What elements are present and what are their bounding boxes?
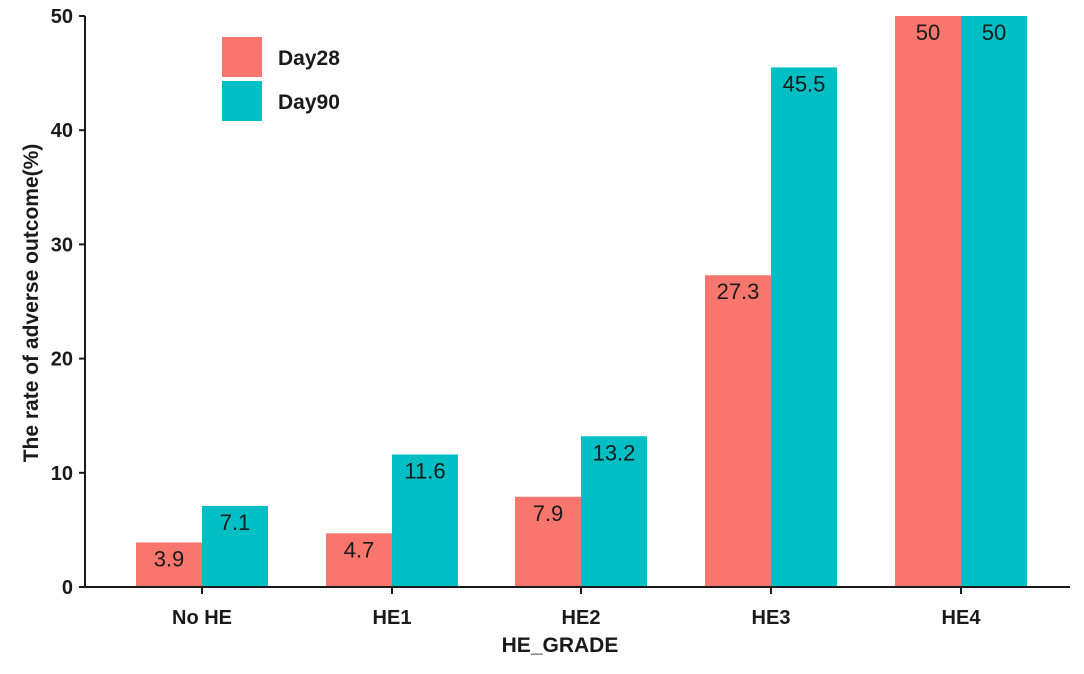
bar-value-label: 4.7 — [344, 537, 375, 562]
bar-day90-he2 — [581, 436, 647, 587]
bar-labels-group: 3.9 4.7 7.9 27.3 50 7.1 11.6 13.2 45.5 50 — [154, 20, 1007, 571]
bar-day28-he2 — [515, 496, 581, 587]
x-tick-label: HE1 — [373, 607, 412, 629]
x-ticks-group: No HE HE1 HE2 HE3 HE4 — [172, 587, 981, 629]
bar-value-label: 3.9 — [154, 546, 185, 571]
x-tick-label: No HE — [172, 607, 232, 629]
bar-value-label: 7.1 — [220, 510, 251, 535]
y-tick-label: 50 — [51, 6, 73, 28]
bar-day90-he3 — [771, 67, 837, 587]
bar-value-label: 11.6 — [404, 459, 445, 484]
bar-day28-he4 — [895, 16, 961, 587]
y-ticks-group: 0 10 20 30 40 50 — [51, 6, 85, 599]
bar-day28-he1 — [326, 533, 392, 587]
bar-value-label: 27.3 — [717, 279, 760, 304]
bar-value-label: 45.5 — [783, 71, 826, 96]
bar-day90-he1 — [392, 454, 458, 587]
bar-value-label: 50 — [982, 20, 1006, 45]
y-tick-label: 40 — [51, 120, 73, 142]
bar-day90-he4 — [961, 16, 1027, 587]
bar-day90-no-he — [202, 505, 268, 587]
x-tick-label: HE3 — [752, 607, 791, 629]
legend-label-day28: Day28 — [278, 47, 340, 70]
x-tick-label: HE4 — [942, 607, 982, 629]
legend-swatch-day90 — [222, 81, 262, 121]
y-tick-label: 30 — [51, 234, 73, 256]
legend-swatch-day28 — [222, 37, 262, 77]
y-axis-title: The rate of adverse outcome(%) — [20, 144, 43, 463]
bar-day28-no-he — [136, 542, 202, 587]
y-tick-label: 10 — [51, 463, 73, 485]
x-axis-title: HE_GRADE — [502, 634, 619, 657]
bars-group — [136, 16, 1027, 587]
y-tick-label: 0 — [62, 577, 73, 599]
axes-group — [84, 16, 1070, 588]
bar-value-label: 7.9 — [533, 501, 564, 526]
legend: Day28 Day90 — [222, 37, 340, 121]
bar-value-label: 13.2 — [593, 440, 636, 465]
x-tick-label: HE2 — [562, 607, 601, 629]
bar-day28-he3 — [705, 275, 771, 587]
legend-label-day90: Day90 — [278, 91, 340, 114]
y-tick-label: 20 — [51, 349, 73, 371]
bar-value-label: 50 — [916, 20, 940, 45]
